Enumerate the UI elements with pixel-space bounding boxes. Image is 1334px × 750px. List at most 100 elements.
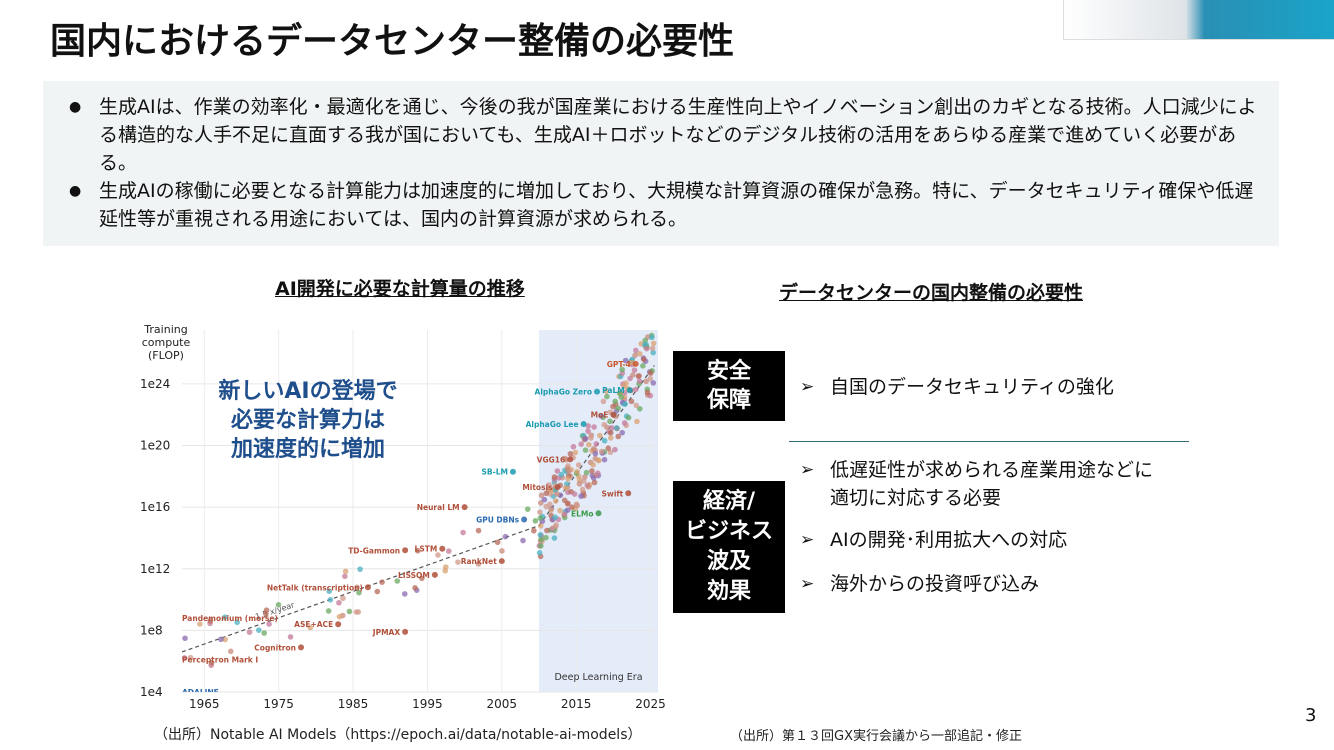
data-point xyxy=(275,602,282,608)
security-item-text: 自国のデータセキュリティの強化 xyxy=(830,376,1114,398)
labeled-point xyxy=(626,387,633,394)
data-point xyxy=(551,474,558,480)
data-point xyxy=(287,634,294,640)
labeled-point xyxy=(632,360,639,367)
data-point xyxy=(607,435,614,441)
data-point xyxy=(475,527,482,534)
data-point xyxy=(607,429,614,436)
y-axis-label: Training xyxy=(143,323,187,336)
arrow-bullet-icon: ➢ xyxy=(800,377,815,397)
data-point xyxy=(218,636,224,643)
data-point xyxy=(222,636,228,643)
data-point xyxy=(538,492,545,499)
data-point xyxy=(598,448,605,455)
security-label: 安全 保障 xyxy=(706,359,751,413)
model-label: TD-Gammon xyxy=(348,546,400,555)
data-point xyxy=(342,568,349,575)
data-point xyxy=(182,635,188,642)
data-point xyxy=(575,462,582,468)
data-point xyxy=(346,608,353,615)
model-label: MoE xyxy=(591,411,609,420)
labeled-point xyxy=(402,547,409,554)
data-point xyxy=(576,481,583,487)
trend-line-early xyxy=(182,525,540,653)
data-point xyxy=(628,398,635,405)
data-point xyxy=(336,599,342,606)
data-point xyxy=(537,509,543,515)
data-point xyxy=(585,484,592,490)
data-point xyxy=(536,550,543,556)
labeled-point xyxy=(498,558,505,565)
data-point xyxy=(650,380,657,386)
data-point xyxy=(641,356,647,363)
data-point xyxy=(494,539,501,546)
need-source: （出所）第１３回GX実行会議から一部追記・修正 xyxy=(730,729,1022,744)
data-point xyxy=(446,548,452,554)
model-label: Pandemonium (morse) xyxy=(182,614,278,623)
data-point xyxy=(603,388,609,395)
model-label: Neural LM xyxy=(417,503,460,512)
data-point xyxy=(621,420,628,426)
y-tick-label: 1e20 xyxy=(140,439,170,453)
labeled-point xyxy=(298,644,304,651)
model-label: AlphaGo Lee xyxy=(526,420,579,429)
model-label: GPU DBNs xyxy=(476,515,520,524)
corner-decoration xyxy=(1063,0,1334,40)
data-point xyxy=(551,535,558,541)
data-point xyxy=(561,497,568,504)
arrow-bullet-icon: ➢ xyxy=(800,460,815,480)
data-point xyxy=(326,588,332,595)
data-point xyxy=(234,619,240,626)
labeled-point xyxy=(610,411,617,418)
data-point xyxy=(412,585,418,591)
y-tick-label: 1e12 xyxy=(140,562,170,576)
data-point xyxy=(222,614,228,620)
summary-bullet: 生成AIは、作業の効率化・最適化を通じ、今後の我が国産業における生産性向上やイノ… xyxy=(69,93,1259,177)
data-point xyxy=(622,357,629,364)
economy-item: ➢ 低遅延性が求められる産業用途などに 適切に対応する必要 xyxy=(800,456,1200,512)
labeled-point xyxy=(149,657,155,663)
data-point xyxy=(595,457,601,463)
chart-annotation: 加速度的に増加 xyxy=(230,436,385,462)
data-point xyxy=(571,491,578,497)
data-point xyxy=(537,532,544,538)
data-point xyxy=(613,425,620,431)
data-point xyxy=(592,450,599,457)
economy-item-text: 海外からの投資呼び込み xyxy=(830,573,1040,595)
labeled-point xyxy=(364,584,371,591)
data-point xyxy=(647,370,654,376)
data-point xyxy=(636,351,643,357)
model-label: Cognitron xyxy=(254,643,296,652)
data-point xyxy=(633,347,639,354)
data-point xyxy=(442,564,449,570)
labeled-point xyxy=(164,689,170,695)
data-point xyxy=(537,515,544,521)
data-point xyxy=(546,482,552,488)
economy-label-block: 経済/ビジネス 波及 効果 xyxy=(673,481,785,613)
data-point xyxy=(604,393,610,400)
data-point xyxy=(419,575,425,582)
data-point xyxy=(595,470,601,477)
data-point xyxy=(552,514,558,521)
arrow-bullet-icon: ➢ xyxy=(800,574,815,594)
data-point xyxy=(609,425,615,431)
data-point xyxy=(612,446,618,453)
data-point xyxy=(598,412,604,419)
data-point xyxy=(582,435,589,442)
data-point xyxy=(524,506,531,512)
data-point xyxy=(589,468,595,474)
x-tick-label: 1965 xyxy=(189,697,220,711)
data-point xyxy=(582,447,589,453)
data-point xyxy=(499,548,505,554)
data-point xyxy=(460,529,466,536)
security-label-block: 安全 保障 xyxy=(673,351,785,421)
model-label: ASE+ACE xyxy=(294,620,333,629)
model-label: PaLM xyxy=(602,386,625,395)
labeled-point xyxy=(521,516,528,523)
data-point xyxy=(569,504,575,510)
labeled-point xyxy=(554,484,561,491)
data-point xyxy=(256,627,262,633)
model-label: SB-LM xyxy=(481,468,507,477)
data-point xyxy=(547,501,553,508)
data-point xyxy=(612,398,618,405)
